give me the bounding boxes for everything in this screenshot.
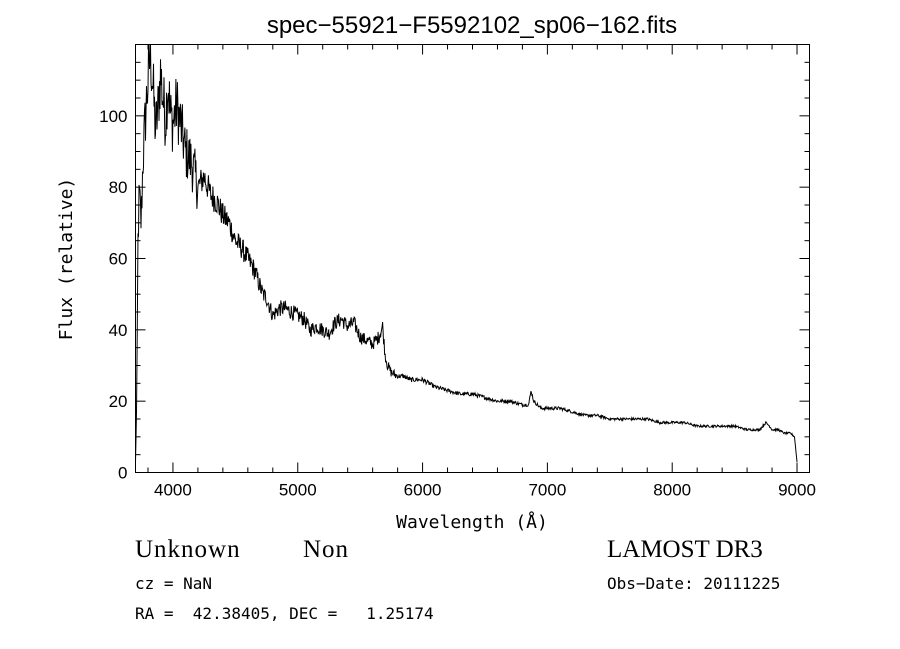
x-tick-label: 7000 [528,481,566,500]
spectrum-line [135,44,798,462]
x-tick-label: 9000 [778,481,816,500]
x-tick-label: 5000 [279,481,317,500]
x-tick-label: 8000 [653,481,691,500]
y-tick-label: 20 [109,392,128,411]
chart-title: spec−55921−F5592102_sp06−162.fits [267,12,677,39]
x-tick-label: 4000 [154,481,192,500]
x-axis-label: Wavelength (Å) [396,511,548,533]
y-tick-label: 100 [99,107,127,126]
x-tick-label: 6000 [404,481,442,500]
redshift-cz: cz = NaN [135,574,213,593]
y-axis-label: Flux (relative) [56,178,77,341]
plot-frame [135,44,810,473]
y-tick-label: 40 [109,321,128,340]
y-tick-label: 0 [118,464,127,483]
axis-tick-labels: 4000 5000 6000 7000 8000 9000 0 20 40 60 80 100 [99,107,816,500]
survey-name: LAMOST DR3 [607,536,763,563]
object-subclass: Non [303,536,350,563]
axis-ticks [135,44,810,473]
observation-date: Obs−Date: 20111225 [607,574,781,593]
y-tick-label: 60 [109,250,128,269]
ra-dec-coordinates: RA = 42.38405, DEC = 1.25174 [135,604,434,623]
object-class: Unknown [135,536,241,563]
y-tick-label: 80 [109,178,128,197]
